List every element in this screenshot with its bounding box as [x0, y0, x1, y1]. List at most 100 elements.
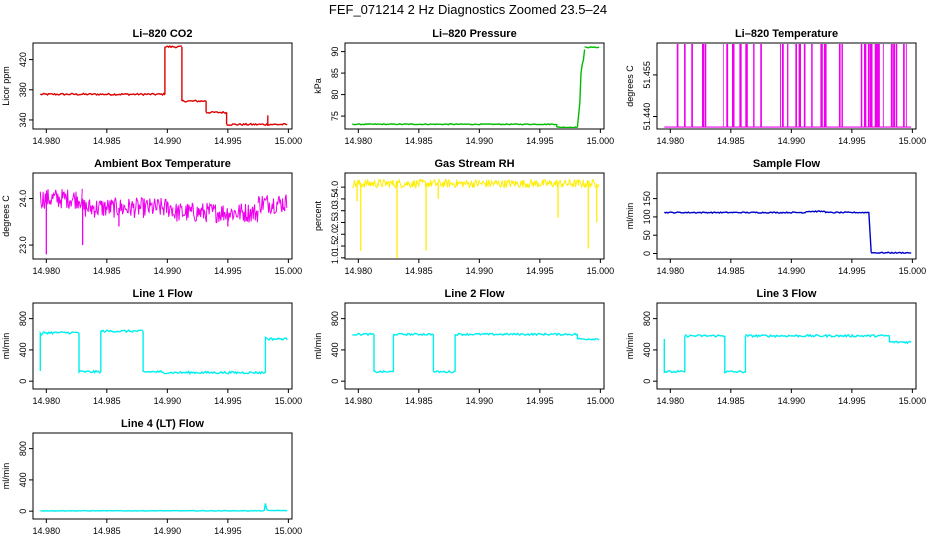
y-axis-label: degrees C	[625, 65, 635, 107]
x-tick-label: 14.985	[717, 396, 745, 406]
data-series-line	[868, 211, 872, 253]
y-tick-label: 24.0	[18, 190, 28, 208]
x-tick-label: 15.000	[275, 266, 303, 276]
x-tick-label: 14.990	[466, 136, 494, 146]
plot-area	[663, 210, 912, 255]
x-tick-label: 14.995	[526, 136, 554, 146]
data-series-line	[263, 503, 269, 511]
x-tick-label: 15.000	[899, 266, 927, 276]
plot-area	[664, 44, 912, 128]
data-spike	[823, 44, 827, 128]
x-tick-label: 14.990	[778, 136, 806, 146]
data-series-line	[352, 177, 600, 189]
chart-title: Sample Flow	[753, 158, 821, 170]
plot-frame	[656, 302, 917, 390]
x-tick-label: 14.985	[93, 136, 121, 146]
data-spike	[731, 44, 735, 128]
plot-frame	[344, 172, 605, 260]
chart-title: Line 4 (LT) Flow	[121, 418, 204, 430]
data-spike	[905, 44, 907, 128]
y-tick-label: 340	[18, 112, 28, 127]
y-tick-label: 0	[18, 379, 28, 384]
plot-area	[351, 46, 600, 128]
y-tick-label: 800	[642, 311, 652, 326]
x-tick-label: 14.990	[778, 396, 806, 406]
y-axis-label: ml/min	[313, 333, 323, 360]
y-tick-label: 380	[18, 82, 28, 97]
data-series-line	[39, 188, 83, 210]
data-series-line	[267, 509, 288, 512]
data-series-line	[392, 332, 434, 337]
data-spike	[863, 44, 867, 128]
y-tick-label: 800	[18, 441, 28, 456]
x-tick-label: 14.990	[154, 136, 182, 146]
data-series-line	[100, 329, 144, 334]
y-tick-label: 4.0	[330, 181, 340, 194]
x-tick-label: 15.000	[275, 526, 303, 536]
plot-area	[39, 188, 288, 255]
x-tick-label: 14.995	[214, 266, 242, 276]
data-spike	[838, 44, 841, 128]
data-spike	[803, 44, 806, 128]
data-series-line	[454, 332, 578, 337]
data-series-line	[42, 331, 80, 335]
x-tick-label: 14.995	[838, 396, 866, 406]
chart-panel-6: Sample Flow 14.980 14.985 14.990 14.995 15.00…	[625, 158, 926, 276]
plot-frame	[344, 302, 605, 390]
data-series-line	[264, 336, 269, 373]
chart-title: Li–820 Temperature	[735, 28, 838, 40]
y-tick-label: 400	[330, 342, 340, 357]
y-axis-label: ml/min	[625, 333, 635, 360]
x-tick-label: 14.980	[33, 266, 61, 276]
chart-panel-4: Ambient Box Temperature 14.980 14.985 14.99…	[1, 158, 302, 276]
x-tick-label: 14.995	[214, 136, 242, 146]
plot-frame	[344, 42, 605, 130]
x-tick-label: 15.000	[899, 396, 927, 406]
chart-title: Line 2 Flow	[445, 288, 505, 300]
y-axis-label: ml/min	[1, 463, 11, 490]
plot-area	[39, 329, 288, 376]
data-series-line	[172, 202, 259, 224]
chart-title: Gas Stream RH	[434, 158, 514, 170]
x-tick-label: 14.985	[405, 396, 433, 406]
x-tick-label: 14.980	[33, 136, 61, 146]
plot-frame	[32, 42, 293, 130]
y-tick-label: 90	[330, 47, 340, 57]
data-series-line	[724, 335, 747, 374]
y-axis-label: ml/min	[1, 333, 11, 360]
x-tick-label: 14.995	[526, 266, 554, 276]
y-tick-label: 85	[330, 68, 340, 78]
y-tick-label: 51.440	[642, 103, 652, 131]
page-title: FEF_071214 2 Hz Diagnostics Zoomed 23.5–…	[328, 2, 608, 17]
plot-area	[352, 332, 600, 374]
chart-title: Line 1 Flow	[133, 288, 193, 300]
data-spike	[726, 44, 729, 128]
y-tick-label: 0	[642, 251, 652, 256]
y-tick-label: 400	[18, 342, 28, 357]
x-tick-label: 15.000	[899, 136, 927, 146]
chart-panel-7: Line 1 Flow 14.980 14.985 14.990 14.995 15.00…	[1, 288, 302, 406]
chart-panel-1: Li–820 CO2 14.980 14.985 14.990 14.995 15.000…	[1, 28, 302, 146]
chart-panel-8: Line 2 Flow 14.980 14.985 14.990 14.995 15.00…	[313, 288, 614, 406]
data-series-line	[142, 331, 163, 374]
data-series-line	[576, 337, 600, 341]
y-tick-label: 800	[330, 311, 340, 326]
x-tick-label: 15.000	[275, 136, 303, 146]
data-spike	[760, 44, 762, 128]
data-series-line	[745, 333, 890, 339]
y-tick-label: 0	[642, 379, 652, 384]
y-axis-label: degrees C	[1, 195, 11, 237]
x-tick-label: 14.995	[214, 396, 242, 406]
data-spike	[811, 44, 813, 128]
data-series-line	[432, 334, 456, 374]
y-tick-label: 51.455	[642, 61, 652, 89]
data-series-line	[584, 46, 600, 49]
data-series-line	[82, 197, 174, 218]
data-series-line	[39, 330, 44, 371]
plot-area	[663, 333, 912, 374]
data-series-line	[663, 339, 686, 374]
y-tick-label: 400	[18, 472, 28, 487]
data-spike	[867, 44, 870, 128]
chart-panel-3: Li–820 Temperature 14.980 14.985 14.990 14.9…	[625, 28, 926, 146]
